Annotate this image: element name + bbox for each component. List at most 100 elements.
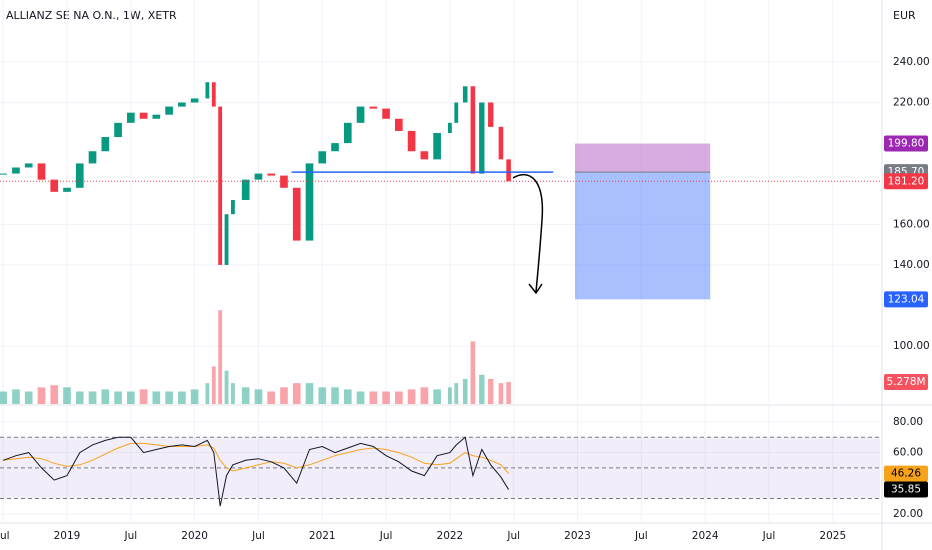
candle: [254, 173, 263, 180]
volume-bar: [506, 381, 511, 404]
candle: [462, 86, 468, 103]
volume-bar: [433, 389, 441, 404]
volume-bar: [0, 391, 8, 404]
candle: [0, 173, 8, 175]
rsi-tick-label: 20.00: [893, 508, 923, 520]
x-tick-label: Jul: [251, 530, 265, 542]
rsi-line: [3, 436, 510, 507]
axis-marker: [884, 465, 928, 482]
candle: [331, 143, 339, 152]
candle: [37, 163, 46, 180]
candle: [506, 159, 511, 182]
x-tick-label: 2020: [181, 530, 208, 542]
x-tick-label: 2021: [309, 530, 336, 542]
candle: [447, 122, 452, 133]
axis-marker-label: 5.278M: [886, 376, 925, 388]
candle: [433, 132, 441, 160]
candle: [63, 187, 71, 192]
candle: [420, 151, 429, 160]
volume-bar: [420, 387, 429, 404]
arrow-head: [528, 283, 543, 295]
candle: [479, 102, 485, 174]
x-tick-label: Jul: [634, 530, 648, 542]
candle: [305, 163, 314, 241]
volume-bar: [343, 389, 352, 404]
candle: [369, 106, 378, 109]
candle: [498, 126, 504, 160]
y-tick-label: 220.00: [893, 97, 930, 109]
volume-bar: [211, 366, 216, 404]
axis-marker: [884, 481, 928, 498]
y-tick-label: 240.00: [893, 56, 930, 68]
x-tick-label: 2023: [564, 530, 591, 542]
volume-bar: [50, 385, 59, 404]
candle: [267, 173, 276, 176]
candle: [231, 199, 235, 215]
axis-marker: [884, 135, 928, 152]
volume-bar: [488, 378, 494, 404]
volume-bar: [267, 391, 276, 404]
x-tick-label: 2024: [692, 530, 719, 542]
volume-bar: [280, 387, 288, 404]
volume-bar: [498, 383, 504, 404]
axis-marker: [884, 373, 928, 390]
volume-bar: [395, 391, 403, 404]
candle: [126, 112, 135, 123]
volume-bar: [241, 387, 250, 404]
candle: [178, 102, 186, 107]
candle: [224, 214, 229, 265]
candle: [152, 114, 161, 119]
candle: [24, 163, 33, 168]
x-tick-label: Jul: [0, 530, 10, 542]
volume-bar: [447, 387, 452, 404]
volume-bar: [254, 389, 263, 404]
volume-bar: [218, 310, 223, 404]
stop-zone: [574, 143, 711, 173]
candle: [75, 163, 84, 188]
volume-bar: [462, 378, 468, 404]
volume-bar: [224, 370, 229, 404]
axis-marker-label: 35.85: [891, 484, 921, 496]
volume-bar: [356, 391, 365, 404]
candle: [211, 82, 216, 107]
chart-title: ALLIANZ SE NA O.N., 1W, XETR: [6, 9, 177, 22]
axis-marker: [884, 173, 928, 190]
volume-bar: [305, 383, 314, 404]
volume-bar: [479, 374, 485, 404]
volume-bar: [382, 391, 390, 404]
volume-bar: [37, 387, 46, 404]
candle: [280, 175, 288, 188]
candle: [470, 86, 476, 174]
candle: [395, 118, 403, 131]
candle: [407, 130, 416, 152]
candle: [382, 108, 390, 119]
candle: [343, 122, 352, 144]
volume-bar: [75, 391, 84, 404]
candle: [292, 187, 301, 241]
x-tick-label: 2019: [54, 530, 81, 542]
volume-bar: [331, 387, 339, 404]
volume-bar: [470, 341, 476, 404]
rsi-tick-label: 80.00: [893, 416, 923, 428]
x-tick-label: 2025: [819, 530, 846, 542]
x-tick-label: Jul: [379, 530, 393, 542]
volume-bar: [126, 391, 135, 404]
volume-bar: [454, 383, 459, 404]
axis-marker-label: 46.26: [891, 468, 921, 480]
volume-bar: [101, 389, 110, 404]
target-zone: [574, 172, 711, 300]
volume-bar: [205, 383, 210, 404]
x-tick-label: Jul: [123, 530, 137, 542]
rsi-ma-line: [3, 442, 509, 474]
volume-bar: [63, 387, 71, 404]
volume-bar: [178, 391, 186, 404]
axis-marker-label: 123.04: [888, 293, 925, 305]
volume-bar: [369, 391, 378, 404]
volume-bar: [190, 389, 199, 404]
rsi-tick-label: 60.00: [893, 447, 923, 459]
candle: [241, 179, 250, 200]
currency: EUR: [893, 9, 916, 22]
x-tick-label: Jul: [506, 530, 520, 542]
candle: [101, 137, 110, 152]
